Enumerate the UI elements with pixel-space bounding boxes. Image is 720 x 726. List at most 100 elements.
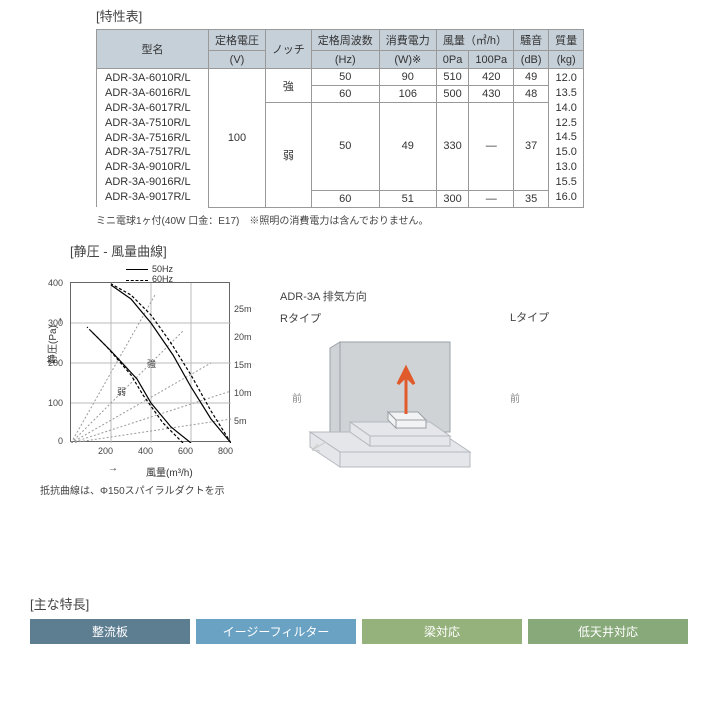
- table-footnote: ミニ電球1ヶ付(40W 口金：E17) ※照明の消費電力は含んでおりません。: [96, 212, 720, 227]
- r3-power: 51: [379, 190, 436, 207]
- model-6: ADR-3A-9010R/L: [105, 160, 202, 175]
- diagram-r-svg: [280, 332, 480, 482]
- chart-ylabel: 静圧(Pa): [44, 325, 59, 364]
- mass-7: 15.5: [555, 175, 577, 190]
- mass-8: 16.0: [555, 190, 577, 205]
- model-group: ADR-3A-6010R/L ADR-3A-6016R/L ADR-3A-601…: [97, 69, 209, 208]
- mass-6: 13.0: [555, 160, 577, 175]
- chart-note: 抵抗曲線は、Φ150スパイラルダクトを示: [40, 482, 225, 497]
- model-7: ADR-3A-9016R/L: [105, 175, 202, 190]
- mass-1: 13.5: [555, 86, 577, 101]
- rt4: 25m: [234, 304, 252, 314]
- model-2: ADR-3A-6017R/L: [105, 101, 202, 116]
- r2-af0: 330: [436, 103, 469, 191]
- r0-af0: 510: [436, 69, 469, 86]
- r0-power: 90: [379, 69, 436, 86]
- xt1: 200: [98, 446, 113, 456]
- r1-power: 106: [379, 86, 436, 103]
- r2-af100: —: [469, 103, 514, 191]
- th-mass: 質量: [549, 30, 584, 51]
- r1-af0: 500: [436, 86, 469, 103]
- mass-2: 14.0: [555, 101, 577, 116]
- arrow-x-icon: →: [108, 463, 118, 474]
- rt1: 10m: [234, 388, 252, 398]
- rt0: 5m: [234, 416, 247, 426]
- front-label-l: 前: [510, 390, 520, 405]
- r0-freq: 50: [311, 69, 379, 86]
- r1-af100: 430: [469, 86, 514, 103]
- r3-af0: 300: [436, 190, 469, 207]
- r3-noise: 35: [514, 190, 549, 207]
- spec-table-title: [特性表]: [96, 6, 720, 25]
- th-notch: ノッチ: [266, 30, 312, 69]
- model-3: ADR-3A-7510R/L: [105, 116, 202, 131]
- th-voltage: 定格電圧: [209, 30, 266, 51]
- mass-0: 12.0: [555, 71, 577, 86]
- yt4: 400: [48, 278, 63, 288]
- chart-box: 強弱: [70, 282, 230, 442]
- model-0: ADR-3A-6010R/L: [105, 71, 202, 86]
- r0-af100: 420: [469, 69, 514, 86]
- mass-3: 12.5: [555, 116, 577, 131]
- th-airflow: 風量（㎥/h）: [436, 30, 513, 51]
- voltage-value: 100: [209, 69, 266, 208]
- th-voltage-unit: (V): [209, 51, 266, 69]
- rt3: 20m: [234, 332, 252, 342]
- diagram-l-spacer: [510, 288, 710, 303]
- xt3: 600: [178, 446, 193, 456]
- feature-1: イージーフィルター: [196, 619, 356, 644]
- curve-title: [静圧 - 風量曲線]: [70, 241, 720, 260]
- xt4: 800: [218, 446, 233, 456]
- th-noise: 騒音: [514, 30, 549, 51]
- feature-0: 整流板: [30, 619, 190, 644]
- front-label-r: 前: [292, 390, 302, 405]
- spec-table: 型名 定格電圧 ノッチ 定格周波数 消費電力 風量（㎥/h） 騒音 質量 (V)…: [96, 29, 584, 208]
- diagram-l-label: Lタイプ: [510, 309, 710, 325]
- features-title: [主な特長]: [30, 594, 720, 613]
- r3-freq: 60: [311, 190, 379, 207]
- notch-strong: 強: [266, 69, 312, 103]
- notch-weak: 弱: [266, 103, 312, 208]
- th-freq: 定格周波数: [311, 30, 379, 51]
- mass-5: 15.0: [555, 145, 577, 160]
- r2-freq: 50: [311, 103, 379, 191]
- mid-row: 50Hz 60Hz 強弱 0 200 400 600 800 100 200 3…: [0, 264, 720, 504]
- yt1: 100: [48, 398, 63, 408]
- diagram-heading: ADR-3A 排気方向: [280, 288, 480, 304]
- th-power-unit: (W)※: [379, 51, 436, 69]
- model-8: ADR-3A-9017R/L: [105, 190, 202, 205]
- model-1: ADR-3A-6016R/L: [105, 86, 202, 101]
- chart-svg: 強弱: [71, 283, 231, 443]
- th-freq-unit: (Hz): [311, 51, 379, 69]
- spec-table-wrap: 型名 定格電圧 ノッチ 定格周波数 消費電力 風量（㎥/h） 騒音 質量 (V)…: [96, 29, 720, 208]
- th-model: 型名: [97, 30, 209, 69]
- diagram-l-svg: [510, 331, 710, 481]
- diagram-r: ADR-3A 排気方向 Rタイプ 前: [280, 288, 480, 485]
- th-af0: 0Pa: [436, 51, 469, 69]
- th-power: 消費電力: [379, 30, 436, 51]
- svg-text:弱: 弱: [117, 387, 126, 397]
- features-row: 整流板 イージーフィルター 梁対応 低天井対応: [30, 619, 720, 644]
- mass-col: 12.0 13.5 14.0 12.5 14.5 15.0 13.0 15.5 …: [549, 69, 584, 208]
- model-5: ADR-3A-7517R/L: [105, 145, 202, 160]
- r0-noise: 49: [514, 69, 549, 86]
- rt2: 15m: [234, 360, 252, 370]
- th-noise-unit: (dB): [514, 51, 549, 69]
- legend-50: 50Hz: [152, 264, 173, 274]
- th-mass-unit: (kg): [549, 51, 584, 69]
- model-4: ADR-3A-7516R/L: [105, 131, 202, 146]
- r1-noise: 48: [514, 86, 549, 103]
- th-af100: 100Pa: [469, 51, 514, 69]
- svg-text:強: 強: [147, 358, 156, 369]
- r1-freq: 60: [311, 86, 379, 103]
- feature-2: 梁対応: [362, 619, 522, 644]
- xt0: 0: [58, 436, 63, 446]
- chart-xlabel: 風量(m³/h): [146, 464, 193, 479]
- xt2: 400: [138, 446, 153, 456]
- feature-3: 低天井対応: [528, 619, 688, 644]
- diagram-r-label: Rタイプ: [280, 310, 480, 326]
- mass-4: 14.5: [555, 130, 577, 145]
- r3-af100: —: [469, 190, 514, 207]
- r2-power: 49: [379, 103, 436, 191]
- diagram-l: Lタイプ 前: [510, 288, 710, 484]
